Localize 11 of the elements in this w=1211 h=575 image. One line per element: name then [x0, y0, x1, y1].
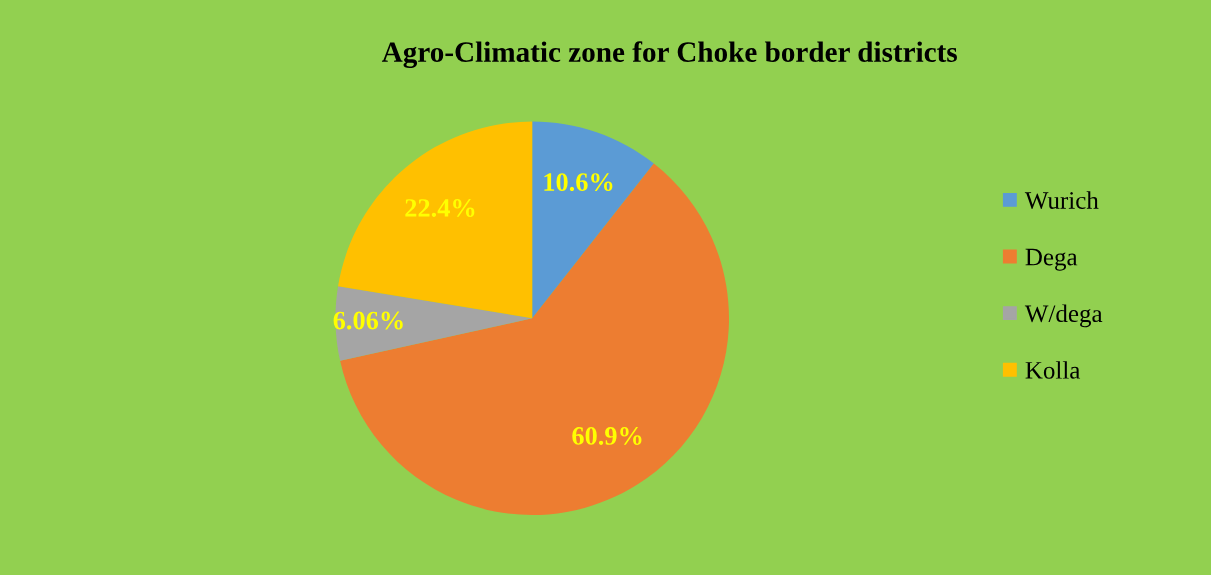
data-label: 10.6%: [544, 173, 613, 192]
data-label: 22.4%: [405, 199, 475, 217]
pie-slice: [532, 121, 654, 319]
data-label: 6.06%: [333, 311, 403, 330]
legend-label: Dega: [1025, 248, 1078, 271]
legend-label: Wurich: [1024, 191, 1099, 210]
legend-label: W/dega: [1024, 304, 1103, 328]
data-label: 60.9%: [572, 427, 642, 445]
chart-title: Agro-Climatic zone for Choke border districts: [381, 41, 957, 69]
legend-label: Kolla: [1025, 361, 1081, 379]
pie-slice: [335, 286, 533, 361]
